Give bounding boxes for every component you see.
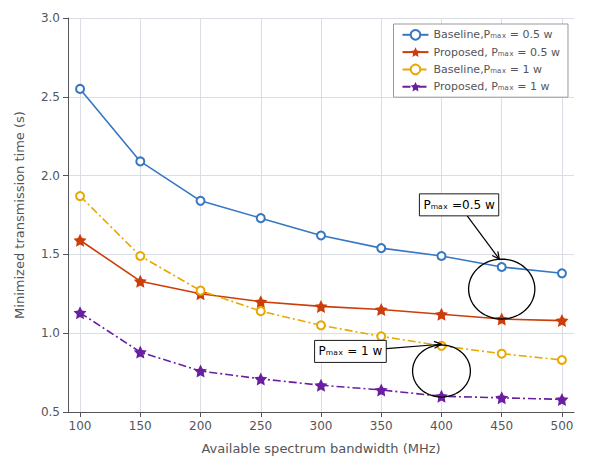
svg-text:1.0: 1.0	[41, 326, 60, 340]
svg-text:350: 350	[370, 419, 393, 433]
svg-text:Proposed, Pₘₐₓ = 0.5 w: Proposed, Pₘₐₓ = 0.5 w	[433, 46, 560, 59]
svg-text:3.0: 3.0	[41, 11, 60, 25]
svg-text:Baseline,Pₘₐₓ = 1 w: Baseline,Pₘₐₓ = 1 w	[433, 63, 542, 76]
svg-text:150: 150	[129, 419, 152, 433]
svg-text:500: 500	[550, 419, 573, 433]
svg-text:Minimized transmission time (s: Minimized transmission time (s)	[12, 111, 27, 319]
svg-text:2.5: 2.5	[41, 90, 60, 104]
svg-text:Pₘₐₓ = 1 w: Pₘₐₓ = 1 w	[319, 344, 383, 358]
svg-text:400: 400	[430, 419, 453, 433]
svg-text:Available spectrum bandwidth (: Available spectrum bandwidth (MHz)	[201, 441, 440, 456]
svg-text:Proposed, Pₘₐₓ = 1 w: Proposed, Pₘₐₓ = 1 w	[433, 80, 549, 93]
svg-text:450: 450	[490, 419, 513, 433]
svg-text:100: 100	[69, 419, 92, 433]
svg-text:300: 300	[310, 419, 333, 433]
svg-text:Baseline,Pₘₐₓ = 0.5 w: Baseline,Pₘₐₓ = 0.5 w	[433, 28, 552, 41]
svg-text:0.5: 0.5	[41, 405, 60, 419]
svg-text:250: 250	[249, 419, 272, 433]
svg-text:2.0: 2.0	[41, 169, 60, 183]
svg-text:1.5: 1.5	[41, 247, 60, 261]
svg-text:200: 200	[189, 419, 212, 433]
svg-text:Pₘₐₓ =0.5 w: Pₘₐₓ =0.5 w	[423, 198, 495, 212]
